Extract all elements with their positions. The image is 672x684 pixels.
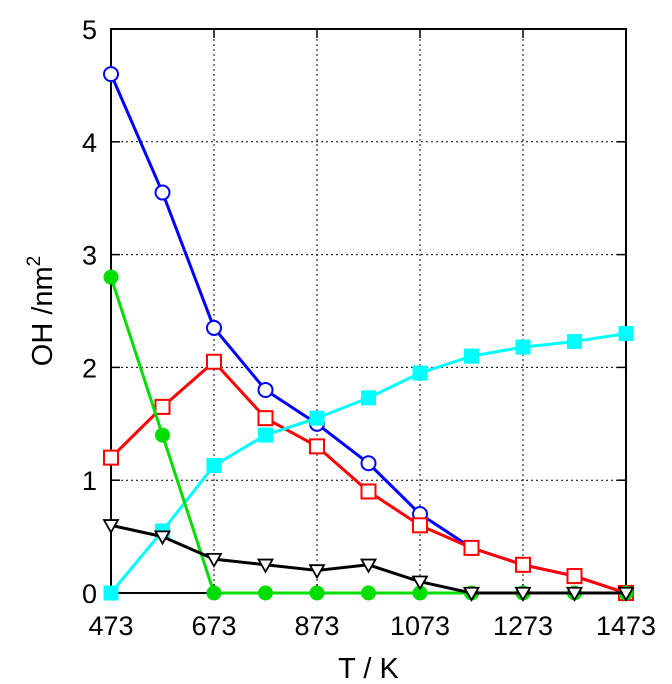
series-layer [102, 66, 635, 602]
data-point [565, 586, 584, 602]
x-axis-title: T / K [338, 653, 399, 684]
data-point [360, 483, 377, 500]
data-point [361, 585, 376, 601]
data-point [206, 353, 222, 370]
data-point [463, 539, 480, 556]
series-4 [103, 269, 634, 601]
series-line [109, 276, 626, 595]
data-point [206, 319, 222, 336]
data-point [256, 558, 275, 574]
data-point [617, 586, 635, 602]
x-tick-label: 1273 [493, 611, 553, 641]
data-point [258, 585, 273, 601]
data-point [464, 348, 479, 364]
data-point [102, 519, 120, 535]
data-point [462, 586, 481, 602]
data-point [618, 326, 634, 342]
data-point [308, 564, 326, 580]
series-1 [103, 66, 634, 601]
data-point [309, 410, 325, 426]
y-tick-label: 3 [82, 241, 97, 271]
y-axis-title-main: OH /nm [27, 266, 59, 366]
tick-labels: 473 673 873 1073 1273 1473 0 1 2 3 4 5 [82, 15, 656, 641]
y-axis-title-superscript: 2 [24, 256, 45, 267]
data-point [103, 585, 119, 601]
data-point [155, 427, 170, 443]
data-point [360, 455, 377, 472]
data-point [515, 556, 531, 573]
y-tick-label: 0 [82, 579, 97, 609]
series-3 [103, 326, 634, 601]
data-point [205, 553, 223, 568]
x-tick-label: 1473 [596, 611, 656, 641]
data-point [567, 333, 582, 349]
series-2 [103, 353, 634, 601]
data-point [359, 558, 378, 574]
data-point [103, 66, 119, 83]
y-tick-label: 2 [82, 353, 97, 383]
y-tick-label: 5 [82, 15, 97, 45]
data-point [515, 339, 531, 355]
data-point [258, 427, 273, 443]
data-point [411, 575, 429, 591]
data-point [206, 458, 222, 474]
data-point [412, 517, 428, 534]
x-tick-label: 473 [88, 611, 133, 641]
data-point [412, 365, 428, 381]
series-5 [102, 519, 635, 602]
x-tick-label: 673 [191, 611, 236, 641]
data-point [514, 586, 532, 602]
data-point [257, 410, 274, 427]
x-tick-label: 1073 [390, 611, 450, 641]
x-tick-label: 873 [294, 611, 339, 641]
y-tick-label: 4 [82, 128, 97, 158]
data-point [154, 184, 171, 201]
data-point [361, 390, 376, 406]
data-point [309, 585, 325, 601]
data-point [103, 269, 119, 285]
data-point [566, 568, 583, 585]
y-axis-title: OH /nm2 [24, 256, 59, 366]
plot-frame [110, 28, 627, 594]
data-point [309, 438, 325, 455]
data-point [103, 449, 119, 466]
data-point [257, 381, 274, 398]
data-point [206, 585, 222, 601]
data-point [153, 530, 172, 546]
grid [111, 29, 626, 593]
data-point [154, 398, 171, 415]
y-tick-label: 1 [82, 466, 97, 496]
